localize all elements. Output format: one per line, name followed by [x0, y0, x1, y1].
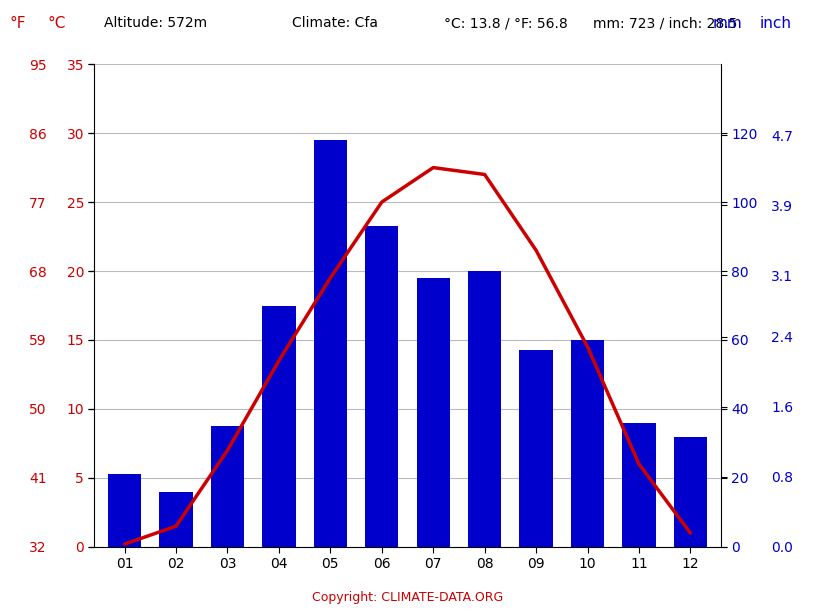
Bar	[570, 340, 604, 547]
Bar	[623, 423, 656, 547]
Bar	[314, 140, 347, 547]
Bar	[468, 271, 501, 547]
Bar	[159, 492, 192, 547]
Bar	[519, 350, 553, 547]
Text: Climate: Cfa: Climate: Cfa	[292, 16, 378, 30]
Bar	[108, 474, 141, 547]
Text: mm: mm	[713, 16, 743, 31]
Bar	[365, 226, 399, 547]
Bar	[262, 306, 296, 547]
Bar	[674, 436, 707, 547]
Text: °C: °C	[47, 16, 66, 31]
Bar	[211, 426, 244, 547]
Bar	[416, 278, 450, 547]
Text: inch: inch	[760, 16, 791, 31]
Text: Copyright: CLIMATE-DATA.ORG: Copyright: CLIMATE-DATA.ORG	[312, 591, 503, 604]
Text: Altitude: 572m: Altitude: 572m	[104, 16, 208, 30]
Text: °C: 13.8 / °F: 56.8: °C: 13.8 / °F: 56.8	[444, 16, 568, 30]
Text: mm: 723 / inch: 28.5: mm: 723 / inch: 28.5	[593, 16, 738, 30]
Text: °F: °F	[10, 16, 26, 31]
